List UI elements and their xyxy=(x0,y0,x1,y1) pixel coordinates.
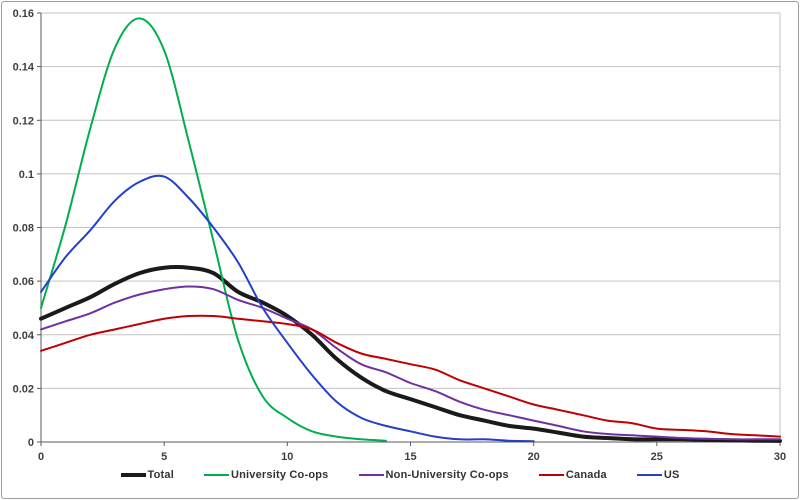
legend-item-non-university-co-ops: Non-University Co-ops xyxy=(358,469,509,481)
legend-item-canada: Canada xyxy=(538,469,607,481)
legend-label-canada: Canada xyxy=(565,469,607,481)
y-tick-label: 0.16 xyxy=(13,8,34,20)
legend-label-us: US xyxy=(663,469,680,481)
legend-label-total: Total xyxy=(147,469,174,481)
y-tick-label: 0 xyxy=(28,437,34,449)
series-line-university-co-ops xyxy=(40,17,387,442)
y-tick-label: 0.08 xyxy=(13,223,34,235)
legend-label-non-university-co-ops: Non-University Co-ops xyxy=(385,469,509,481)
x-tick-label: 25 xyxy=(651,451,663,463)
x-tick-label: 30 xyxy=(774,451,786,463)
legend-swatch-us xyxy=(636,474,662,476)
x-tick-label: 20 xyxy=(528,451,540,463)
y-tick-label: 0.04 xyxy=(13,330,35,342)
chart-legend: Total University Co-ops Non-University C… xyxy=(2,469,798,481)
legend-swatch-university-co-ops xyxy=(203,474,229,476)
series-line-canada xyxy=(40,314,781,438)
series-line-non-university-co-ops xyxy=(40,285,781,441)
y-tick-label: 0.12 xyxy=(13,115,34,127)
legend-label-university-co-ops: University Co-ops xyxy=(230,469,329,481)
x-tick-label: 15 xyxy=(404,451,416,463)
x-tick-label: 10 xyxy=(281,451,293,463)
y-tick-label: 0.14 xyxy=(13,62,35,74)
y-tick-label: 0.02 xyxy=(13,383,34,395)
legend-item-total: Total xyxy=(120,469,174,481)
legend-item-university-co-ops: University Co-ops xyxy=(203,469,329,481)
x-tick-label: 5 xyxy=(161,451,167,463)
legend-swatch-canada xyxy=(538,474,564,476)
x-tick-label: 0 xyxy=(38,451,44,463)
y-tick-label: 0.1 xyxy=(19,169,34,181)
series-line-total xyxy=(39,265,782,443)
legend-item-us: US xyxy=(636,469,680,481)
y-tick-label: 0.06 xyxy=(13,276,34,288)
series-line-us xyxy=(40,174,535,443)
legend-swatch-non-university-co-ops xyxy=(358,474,384,476)
legend-swatch-total xyxy=(120,473,146,477)
